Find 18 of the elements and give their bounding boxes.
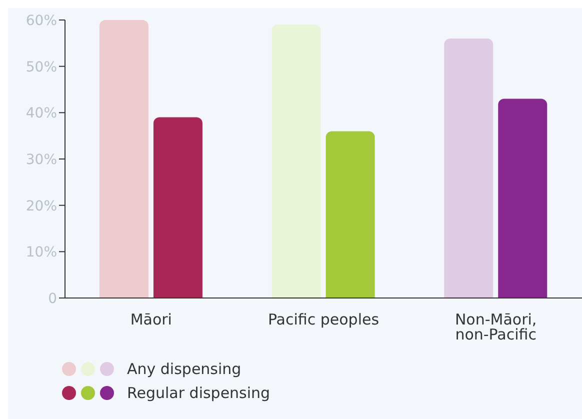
y-tick-label: 30% bbox=[26, 152, 57, 168]
x-tick-label: Non-Māori, non-Pacific bbox=[454, 310, 537, 344]
bar bbox=[498, 98, 548, 298]
y-tick-label: 0 bbox=[48, 290, 57, 307]
bar bbox=[99, 20, 148, 298]
y-tick-label: 50% bbox=[26, 59, 57, 76]
bar bbox=[326, 131, 375, 298]
y-tick-label: 20% bbox=[26, 198, 57, 214]
y-tick-label: 60% bbox=[26, 12, 57, 29]
bar bbox=[153, 117, 202, 298]
bar bbox=[444, 38, 494, 298]
y-tick-label: 40% bbox=[26, 106, 57, 122]
x-tick-label: Pacific peoples bbox=[268, 310, 380, 329]
legend-label: Regular dispensing bbox=[127, 384, 270, 402]
y-tick-label: 10% bbox=[26, 244, 57, 261]
legend-label: Any dispensing bbox=[127, 360, 242, 378]
bar bbox=[272, 24, 321, 298]
x-tick-label: Māori bbox=[130, 310, 172, 329]
